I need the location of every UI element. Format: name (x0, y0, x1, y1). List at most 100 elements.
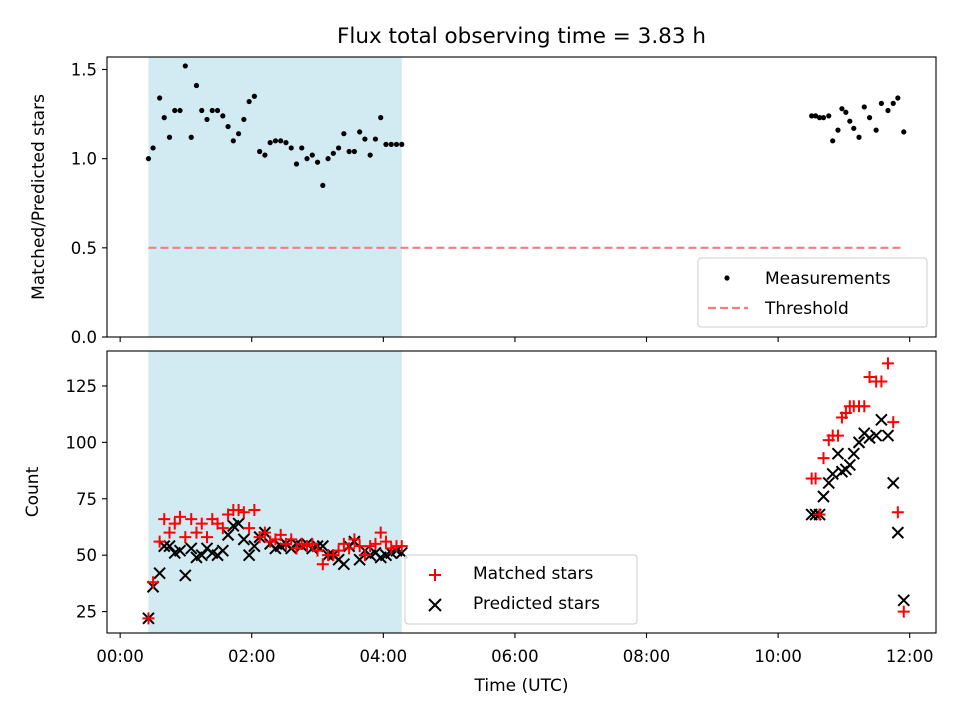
matched-star-point (875, 375, 888, 388)
predicted-star-point (875, 413, 888, 427)
bottom-x-axis: 00:00 02:00 04:00 06:00 08:00 10:00 12:00 (96, 633, 933, 666)
predicted-star-point (881, 429, 895, 442)
matched-star-point (817, 452, 830, 465)
measurement-point (393, 141, 400, 147)
matched-star-point (311, 544, 324, 557)
predicted-star-point (337, 557, 351, 571)
matched-star-point (348, 533, 361, 546)
measurement-point (847, 118, 853, 124)
predicted-star-point (163, 539, 176, 553)
predicted-star-point (831, 447, 845, 460)
measurement-point (288, 145, 294, 151)
measurement-point (193, 82, 200, 89)
measurement-point (861, 104, 867, 110)
matched-star-point (185, 513, 198, 526)
predicted-star-point (237, 533, 251, 546)
matched-star-point (258, 526, 271, 539)
matched-star-point (353, 540, 366, 553)
measurement-point (272, 138, 279, 144)
highlight-span-rect (148, 351, 402, 633)
measurement-point (812, 113, 819, 119)
predicted-star-point (826, 467, 839, 481)
highlight-span-rect (148, 57, 402, 337)
matched-star-point (174, 510, 187, 523)
measurement-point (399, 141, 405, 147)
predicted-star-point (891, 526, 905, 539)
y-tick-label: 75 (76, 490, 97, 509)
matched-star-point (264, 535, 277, 548)
predicted-star-point (153, 567, 166, 580)
measurement-point (878, 100, 884, 106)
predicted-star-point (248, 539, 261, 553)
measurement-point (830, 138, 836, 144)
matched-star-point (216, 522, 229, 535)
measurement-point (304, 156, 310, 162)
measurement-point (851, 125, 857, 131)
legend-matched-marker (429, 569, 441, 581)
measurement-point (885, 107, 891, 114)
matched-star-point (195, 517, 208, 530)
matched-star-point (237, 506, 250, 519)
measurement-point (367, 152, 373, 158)
measurement-point (241, 116, 247, 123)
predicted-star-point (887, 476, 900, 490)
bottom-panel: 25 50 75 100 125 00:00 02:00 04:00 06:00 08:00 10… (23, 350, 937, 696)
measurement-point (278, 138, 284, 144)
measurement-point (856, 134, 862, 140)
matched-star-point (301, 540, 314, 553)
matched-star-point (142, 612, 155, 625)
matched-star-point (285, 533, 298, 546)
measurement-point (839, 106, 845, 112)
matched-star-point (232, 504, 245, 517)
matched-star-point (863, 370, 876, 383)
predicted-star-point (179, 569, 192, 582)
predicted-star-point (897, 594, 910, 607)
measurement-point (235, 131, 242, 137)
measurement-point (209, 107, 215, 114)
ratio-plot-area (145, 63, 907, 249)
predicted-star-point (173, 544, 187, 557)
matched-star-point (168, 517, 181, 530)
measurement-point (341, 131, 347, 137)
bottom-axes-frame (106, 350, 937, 634)
matched-star-point (839, 407, 852, 420)
measurement-point (150, 145, 156, 151)
measurement-point (383, 141, 389, 147)
measurement-point (901, 129, 907, 135)
measurement-point (835, 127, 841, 133)
measurement-point (251, 93, 257, 99)
x-tick-label: 04:00 (360, 647, 408, 666)
y-tick-label: 1.0 (71, 150, 97, 169)
matched-star-point (809, 472, 822, 485)
measurement-point (820, 115, 827, 121)
top-y-axis-label: Matched/Predicted stars (29, 94, 49, 300)
y-tick-label: 0.5 (71, 239, 97, 258)
measurement-point (293, 161, 300, 167)
y-tick-label: 100 (66, 433, 98, 452)
measurement-point (826, 113, 832, 119)
measurement-point (182, 63, 188, 69)
measurement-point (866, 115, 873, 121)
measurement-point (890, 100, 896, 106)
y-tick-label: 1.5 (71, 60, 97, 79)
predicted-star-point (817, 490, 830, 503)
x-tick-label: 06:00 (491, 647, 539, 666)
matched-star-point (887, 416, 900, 429)
measurement-point (372, 136, 379, 142)
measurement-point (314, 159, 321, 165)
measurement-point (230, 138, 236, 144)
matched-star-point (316, 558, 329, 571)
measurement-point (388, 141, 394, 147)
predicted-star-point (216, 544, 230, 557)
count-plot-area (142, 357, 910, 625)
matched-star-point (374, 526, 387, 539)
matched-star-point (190, 526, 203, 539)
predicted-star-point (242, 548, 256, 562)
x-tick-label: 10:00 (754, 647, 802, 666)
top-panel: 0.0 0.5 1.0 1.5 Matched/Predicted stars Mea… (29, 56, 937, 347)
measurement-point (172, 107, 178, 114)
predicted-star-point (863, 431, 876, 445)
top-legend-box (697, 257, 928, 328)
predicted-star-point (185, 542, 198, 555)
y-tick-label: 0.0 (71, 328, 97, 347)
